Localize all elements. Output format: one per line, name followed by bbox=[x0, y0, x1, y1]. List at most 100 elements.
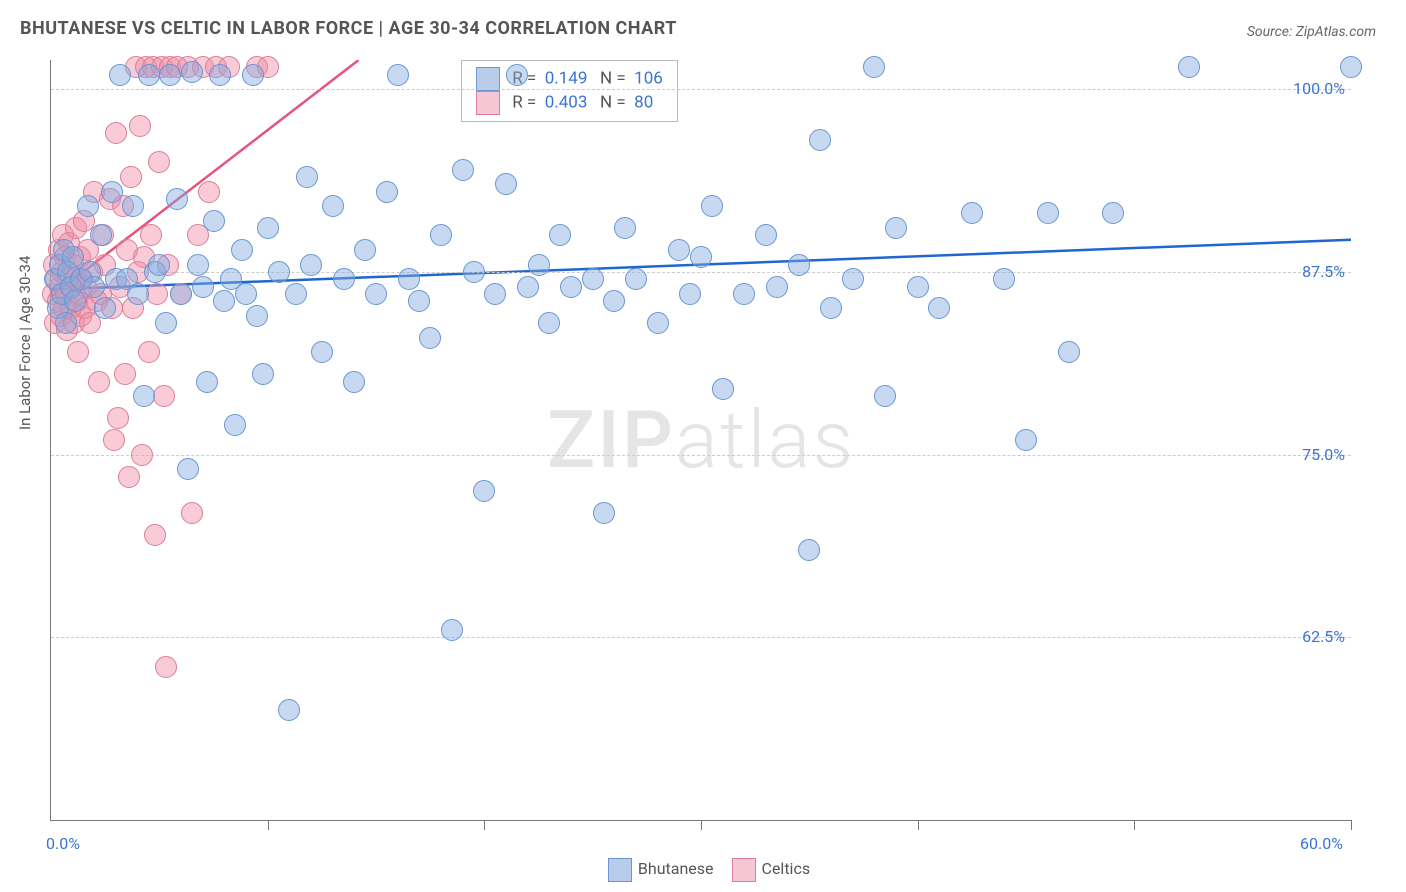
scatter-point-bhutanese bbox=[842, 268, 864, 290]
scatter-point-bhutanese bbox=[365, 283, 387, 305]
scatter-point-bhutanese bbox=[495, 173, 517, 195]
scatter-point-bhutanese bbox=[101, 181, 123, 203]
scatter-point-bhutanese bbox=[376, 181, 398, 203]
scatter-point-bhutanese bbox=[398, 268, 420, 290]
scatter-point-bhutanese bbox=[122, 195, 144, 217]
scatter-point-bhutanese bbox=[64, 290, 86, 312]
scatter-point-bhutanese bbox=[213, 290, 235, 312]
x-tick bbox=[1351, 820, 1352, 830]
scatter-point-bhutanese bbox=[452, 159, 474, 181]
scatter-point-bhutanese bbox=[242, 64, 264, 86]
gridline bbox=[51, 89, 1351, 90]
scatter-point-bhutanese bbox=[231, 239, 253, 261]
scatter-point-bhutanese bbox=[235, 283, 257, 305]
scatter-point-bhutanese bbox=[83, 276, 105, 298]
scatter-point-bhutanese bbox=[1058, 341, 1080, 363]
scatter-point-celtics bbox=[198, 181, 220, 203]
scatter-point-bhutanese bbox=[177, 458, 199, 480]
scatter-point-bhutanese bbox=[166, 188, 188, 210]
plot-area: ZIPatlas R = 0.149 N = 106 R = 0.403 N =… bbox=[50, 60, 1351, 821]
scatter-point-bhutanese bbox=[593, 502, 615, 524]
scatter-point-bhutanese bbox=[441, 619, 463, 641]
scatter-point-celtics bbox=[148, 151, 170, 173]
scatter-point-bhutanese bbox=[300, 254, 322, 276]
scatter-point-bhutanese bbox=[148, 254, 170, 276]
y-tick-label: 75.0% bbox=[1302, 445, 1345, 464]
scatter-point-celtics bbox=[131, 444, 153, 466]
y-tick-label: 87.5% bbox=[1302, 262, 1345, 281]
scatter-point-bhutanese bbox=[333, 268, 355, 290]
scatter-point-bhutanese bbox=[874, 385, 896, 407]
x-tick bbox=[918, 820, 919, 830]
scatter-point-bhutanese bbox=[354, 239, 376, 261]
scatter-point-bhutanese bbox=[625, 268, 647, 290]
scatter-point-celtics bbox=[155, 656, 177, 678]
gridline bbox=[51, 272, 1351, 273]
scatter-point-bhutanese bbox=[809, 129, 831, 151]
scatter-point-bhutanese bbox=[614, 217, 636, 239]
x-tick bbox=[1134, 820, 1135, 830]
scatter-point-bhutanese bbox=[766, 276, 788, 298]
scatter-point-bhutanese bbox=[296, 166, 318, 188]
y-tick-label: 100.0% bbox=[1293, 79, 1345, 98]
scatter-point-bhutanese bbox=[138, 64, 160, 86]
scatter-point-bhutanese bbox=[1178, 56, 1200, 78]
scatter-point-bhutanese bbox=[701, 195, 723, 217]
scatter-point-bhutanese bbox=[863, 56, 885, 78]
scatter-point-bhutanese bbox=[311, 341, 333, 363]
scatter-point-bhutanese bbox=[278, 699, 300, 721]
scatter-point-bhutanese bbox=[419, 327, 441, 349]
scatter-point-bhutanese bbox=[582, 268, 604, 290]
scatter-point-celtics bbox=[103, 429, 125, 451]
scatter-point-bhutanese bbox=[196, 371, 218, 393]
scatter-point-bhutanese bbox=[668, 239, 690, 261]
scatter-point-bhutanese bbox=[408, 290, 430, 312]
scatter-point-bhutanese bbox=[690, 246, 712, 268]
scatter-point-celtics bbox=[129, 115, 151, 137]
scatter-point-bhutanese bbox=[94, 297, 116, 319]
x-tick-label: 60.0% bbox=[1300, 834, 1343, 853]
scatter-point-bhutanese bbox=[788, 254, 810, 276]
legend-stat-row: R = 0.149 N = 106 bbox=[476, 67, 663, 91]
scatter-point-bhutanese bbox=[170, 283, 192, 305]
legend-stat-row: R = 0.403 N = 80 bbox=[476, 91, 663, 115]
scatter-point-bhutanese bbox=[224, 414, 246, 436]
scatter-point-bhutanese bbox=[343, 371, 365, 393]
scatter-point-bhutanese bbox=[798, 539, 820, 561]
scatter-point-celtics bbox=[114, 363, 136, 385]
gridline bbox=[51, 637, 1351, 638]
scatter-point-bhutanese bbox=[506, 64, 528, 86]
scatter-point-celtics bbox=[67, 341, 89, 363]
scatter-point-bhutanese bbox=[127, 283, 149, 305]
scatter-point-bhutanese bbox=[528, 254, 550, 276]
scatter-point-bhutanese bbox=[993, 268, 1015, 290]
x-tick bbox=[484, 820, 485, 830]
scatter-point-bhutanese bbox=[192, 276, 214, 298]
legend-swatch bbox=[732, 858, 756, 882]
scatter-point-bhutanese bbox=[560, 276, 582, 298]
trend-lines bbox=[51, 60, 1351, 820]
scatter-point-celtics bbox=[88, 371, 110, 393]
scatter-point-bhutanese bbox=[252, 363, 274, 385]
scatter-point-bhutanese bbox=[549, 224, 571, 246]
scatter-point-bhutanese bbox=[246, 305, 268, 327]
legend-label: Bhutanese bbox=[638, 859, 714, 878]
scatter-point-bhutanese bbox=[322, 195, 344, 217]
scatter-point-bhutanese bbox=[1015, 429, 1037, 451]
chart-title: BHUTANESE VS CELTIC IN LABOR FORCE | AGE… bbox=[20, 18, 677, 39]
scatter-point-bhutanese bbox=[387, 64, 409, 86]
scatter-point-bhutanese bbox=[268, 261, 290, 283]
scatter-point-celtics bbox=[181, 502, 203, 524]
scatter-point-bhutanese bbox=[203, 210, 225, 232]
scatter-point-bhutanese bbox=[907, 276, 929, 298]
scatter-point-celtics bbox=[118, 466, 140, 488]
scatter-point-bhutanese bbox=[473, 480, 495, 502]
gridline bbox=[51, 455, 1351, 456]
scatter-point-celtics bbox=[138, 341, 160, 363]
scatter-point-bhutanese bbox=[820, 297, 842, 319]
scatter-point-bhutanese bbox=[133, 385, 155, 407]
scatter-point-celtics bbox=[153, 385, 175, 407]
scatter-point-bhutanese bbox=[109, 64, 131, 86]
scatter-point-bhutanese bbox=[1340, 56, 1362, 78]
scatter-point-bhutanese bbox=[538, 312, 560, 334]
